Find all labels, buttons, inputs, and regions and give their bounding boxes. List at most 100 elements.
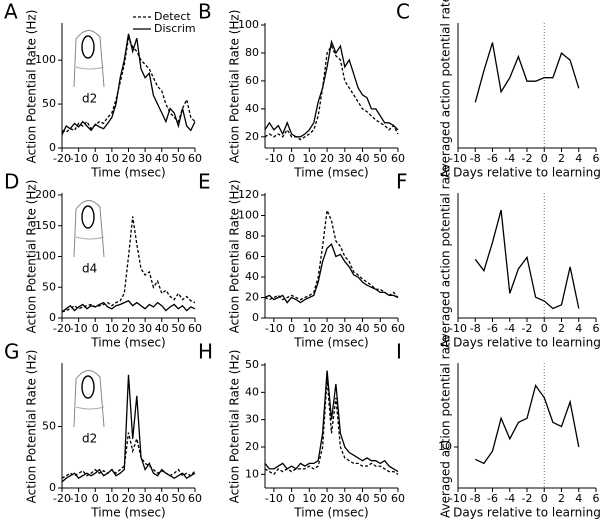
x-tick-label: 40 bbox=[356, 152, 370, 165]
data-line bbox=[474, 209, 580, 310]
y-tick-label: 0 bbox=[49, 311, 56, 324]
x-tick-label: 2 bbox=[558, 152, 565, 165]
data-line bbox=[61, 300, 196, 313]
panel-label: H bbox=[198, 340, 213, 364]
x-tick-label: -6 bbox=[487, 492, 498, 505]
y-tick-label: 80 bbox=[245, 46, 259, 59]
x-tick-label: 30 bbox=[138, 152, 152, 165]
x-tick-label: 0 bbox=[541, 152, 548, 165]
x-tick-label: 40 bbox=[155, 492, 169, 505]
finger-crease bbox=[75, 406, 105, 410]
x-tick-label: -20 bbox=[53, 152, 71, 165]
receptive-field bbox=[81, 375, 95, 399]
x-tick-label: 30 bbox=[138, 322, 152, 335]
data-line bbox=[264, 378, 399, 476]
finger-crease bbox=[75, 66, 105, 70]
x-tick-label: -2 bbox=[522, 152, 533, 165]
y-tick-label: 100 bbox=[238, 209, 259, 222]
legend-label: Discrim bbox=[154, 22, 196, 35]
x-tick-label: 60 bbox=[188, 152, 202, 165]
x-tick-label: -8 bbox=[470, 322, 481, 335]
data-line bbox=[474, 42, 580, 103]
legend-label: Detect bbox=[154, 10, 191, 23]
data-line bbox=[264, 370, 399, 473]
y-tick-label: 40 bbox=[245, 102, 259, 115]
x-tick-label: 0 bbox=[288, 322, 295, 335]
panel-label: E bbox=[198, 170, 211, 194]
y-axis-label: Action Potential Rate (Hz) bbox=[228, 180, 242, 334]
panel-label: B bbox=[198, 0, 212, 24]
receptive-field bbox=[81, 35, 95, 59]
x-tick-label: 10 bbox=[105, 152, 119, 165]
y-tick-label: 100 bbox=[35, 250, 56, 263]
x-tick-label: -4 bbox=[504, 322, 515, 335]
x-tick-label: 0 bbox=[92, 322, 99, 335]
y-axis-label: Action Potential Rate (Hz) bbox=[25, 180, 39, 334]
x-tick-label: 60 bbox=[188, 322, 202, 335]
data-line bbox=[264, 207, 399, 301]
x-tick-label: 10 bbox=[105, 492, 119, 505]
y-tick-label: 200 bbox=[35, 188, 56, 201]
y-tick-label: 30 bbox=[245, 413, 259, 426]
x-tick-label: 50 bbox=[171, 492, 185, 505]
x-tick-label: 40 bbox=[356, 322, 370, 335]
data-line bbox=[61, 36, 196, 133]
x-tick-label: -10 bbox=[449, 492, 467, 505]
y-tick-label: 50 bbox=[42, 420, 56, 433]
x-tick-label: 20 bbox=[320, 152, 334, 165]
y-tick-label: 10 bbox=[245, 467, 259, 480]
x-tick-label: 6 bbox=[593, 492, 600, 505]
x-tick-label: -2 bbox=[522, 322, 533, 335]
data-line bbox=[475, 383, 580, 465]
y-axis-label: Action Potential Rate (Hz) bbox=[228, 350, 242, 504]
y-tick-label: 60 bbox=[245, 250, 259, 263]
x-tick-label: -10 bbox=[265, 322, 283, 335]
x-tick-label: -10 bbox=[265, 152, 283, 165]
finger-outline bbox=[73, 370, 105, 428]
y-tick-label: 60 bbox=[245, 74, 259, 87]
x-tick-label: -4 bbox=[504, 152, 515, 165]
inset-label: d2 bbox=[82, 432, 97, 446]
finger-outline bbox=[73, 30, 105, 88]
y-tick-label: 20 bbox=[245, 440, 259, 453]
x-tick-label: 20 bbox=[320, 492, 334, 505]
data-line bbox=[264, 39, 399, 138]
data-line bbox=[264, 44, 399, 141]
x-axis-label: Days relative to learning bbox=[453, 336, 601, 350]
y-axis-label: Averaged action potential rate bbox=[439, 335, 453, 518]
y-tick-label: 0 bbox=[49, 481, 56, 494]
data-line bbox=[61, 33, 196, 136]
x-tick-label: -2 bbox=[522, 492, 533, 505]
y-tick-label: 0 bbox=[49, 141, 56, 154]
x-axis-label: Time (msec) bbox=[90, 336, 165, 350]
x-tick-label: 0 bbox=[92, 152, 99, 165]
x-tick-label: 50 bbox=[373, 322, 387, 335]
x-tick-label: 0 bbox=[288, 492, 295, 505]
x-tick-label: 6 bbox=[593, 152, 600, 165]
x-tick-label: -10 bbox=[449, 322, 467, 335]
x-tick-label: 20 bbox=[320, 322, 334, 335]
data-line bbox=[61, 374, 196, 483]
x-axis-label: Time (msec) bbox=[293, 506, 368, 520]
x-tick-label: -6 bbox=[487, 152, 498, 165]
x-tick-label: 50 bbox=[373, 492, 387, 505]
finger-crease bbox=[75, 236, 105, 240]
x-tick-label: 30 bbox=[338, 492, 352, 505]
panel-label: D bbox=[4, 170, 19, 194]
x-tick-label: 10 bbox=[105, 322, 119, 335]
x-axis-label: Days relative to learning bbox=[453, 506, 601, 520]
x-tick-label: 0 bbox=[288, 152, 295, 165]
x-tick-label: 60 bbox=[391, 492, 405, 505]
panel-label: F bbox=[396, 170, 408, 194]
y-tick-label: 120 bbox=[238, 188, 259, 201]
y-tick-label: 10 bbox=[438, 440, 452, 453]
x-tick-label: 20 bbox=[122, 152, 136, 165]
x-tick-label: 40 bbox=[155, 152, 169, 165]
x-tick-label: 50 bbox=[171, 322, 185, 335]
x-tick-label: 2 bbox=[558, 492, 565, 505]
x-tick-label: 2 bbox=[558, 322, 565, 335]
y-tick-label: 40 bbox=[245, 385, 259, 398]
x-tick-label: -6 bbox=[487, 322, 498, 335]
x-tick-label: 0 bbox=[541, 492, 548, 505]
